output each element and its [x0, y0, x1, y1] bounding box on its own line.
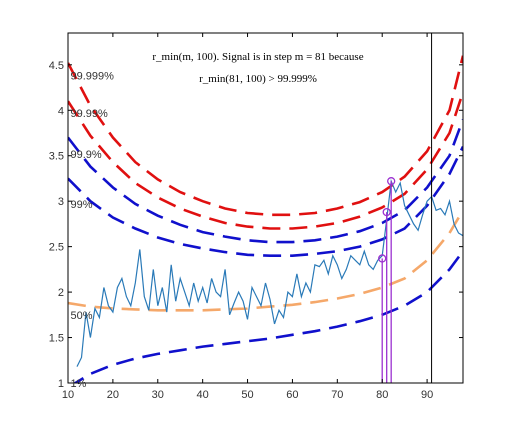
percentile-curve-5	[68, 55, 463, 217]
annotation-line-1: r_min(m, 100). Signal is in step m = 81 …	[152, 51, 363, 63]
y-tick-label-3: 2.5	[49, 242, 64, 254]
y-tick-label-1: 1.5	[49, 333, 64, 345]
percentile-curve-2	[68, 146, 463, 257]
x-tick-label-3: 40	[197, 389, 209, 401]
x-tick-label-7: 80	[376, 389, 388, 401]
y-tick-label-6: 4	[58, 105, 64, 117]
step-marker-1	[382, 207, 391, 217]
percentile-curves	[68, 55, 463, 383]
x-tick-label-8: 90	[421, 389, 433, 401]
y-tick-label-5: 3.5	[49, 151, 64, 163]
x-tick-label-5: 60	[286, 389, 298, 401]
annotation: r_min(m, 100). Signal is in step m = 81 …	[152, 51, 363, 85]
step-marker-2	[387, 177, 396, 186]
percentile-label-3: 99.9%	[70, 149, 101, 161]
x-tick-label-0: 10	[62, 389, 74, 401]
annotation-line-2: r_min(81, 100) > 99.999%	[199, 73, 317, 85]
step-marker-0	[378, 254, 387, 263]
percentile-label-4: 99.99%	[70, 108, 108, 120]
step-markers	[378, 177, 396, 383]
y-tick-label-7: 4.5	[49, 60, 64, 72]
percentile-labels: 1% 50% 99% 99.9% 99.99% 99.999%	[70, 71, 114, 390]
plot-frame	[67, 32, 464, 384]
y-tick-label-0: 1	[58, 378, 64, 390]
percentile-label-0: 1%	[70, 378, 86, 390]
percentile-curve-4	[68, 91, 463, 230]
plot-background	[68, 33, 463, 383]
x-tick-label-2: 30	[152, 389, 164, 401]
percentile-curve-3	[68, 118, 463, 244]
y-tick-label-2: 2	[58, 287, 64, 299]
signal-layer	[76, 178, 463, 367]
x-tick-label-6: 70	[331, 389, 343, 401]
percentile-label-5: 99.999%	[70, 71, 114, 83]
axis-ticks: 10 20 30 40 50 60 70 80 90 1 1.5 2 2.5 3 3.5 4 4.5	[49, 33, 463, 401]
signal-line	[76, 178, 463, 367]
y-tick-label-4: 3	[58, 196, 64, 208]
percentile-curve-1	[68, 209, 463, 312]
x-tick-label-1: 20	[107, 389, 119, 401]
x-tick-label-4: 50	[241, 389, 253, 401]
percentile-label-1: 50%	[70, 310, 92, 322]
percentile-label-2: 99%	[70, 199, 92, 211]
